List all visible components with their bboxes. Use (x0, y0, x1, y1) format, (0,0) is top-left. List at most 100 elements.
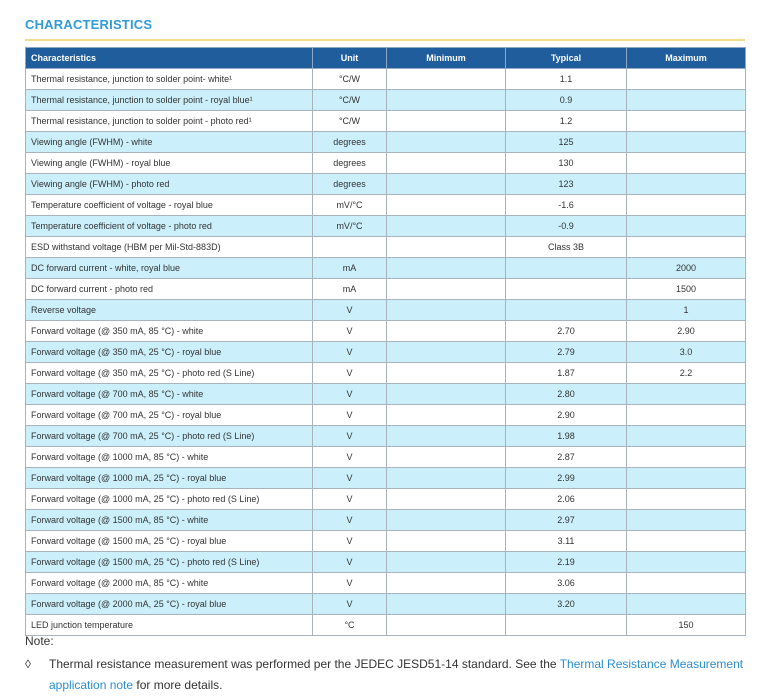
table-cell: DC forward current - white, royal blue (25, 257, 313, 279)
table-cell: V (312, 572, 387, 594)
table-row: Forward voltage (@ 700 mA, 25 °C) - roya… (25, 404, 746, 426)
table-cell: 3.0 (626, 341, 746, 363)
table-cell (386, 194, 506, 216)
table-cell (386, 152, 506, 174)
table-cell: 1.1 (505, 68, 627, 90)
note-body: Thermal resistance measurement was perfo… (49, 654, 750, 696)
table-row: Forward voltage (@ 1500 mA, 25 °C) - pho… (25, 551, 746, 573)
table-cell (626, 215, 746, 237)
table-cell (386, 257, 506, 279)
table-cell: DC forward current - photo red (25, 278, 313, 300)
table-row: Forward voltage (@ 700 mA, 85 °C) - whit… (25, 383, 746, 405)
table-cell (626, 89, 746, 111)
table-row: Forward voltage (@ 1000 mA, 25 °C) - pho… (25, 488, 746, 510)
table-cell (505, 278, 627, 300)
table-cell: mV/°C (312, 194, 387, 216)
table-cell (626, 152, 746, 174)
table-cell: Thermal resistance, junction to solder p… (25, 110, 313, 132)
table-cell (386, 131, 506, 153)
table-cell: V (312, 383, 387, 405)
table-cell: degrees (312, 152, 387, 174)
table-cell: V (312, 425, 387, 447)
table-cell: 1.98 (505, 425, 627, 447)
table-cell: Reverse voltage (25, 299, 313, 321)
table-cell (386, 320, 506, 342)
table-row: Forward voltage (@ 1500 mA, 25 °C) - roy… (25, 530, 746, 552)
table-row: Thermal resistance, junction to solder p… (25, 68, 746, 90)
table-cell (626, 446, 746, 468)
table-cell: V (312, 341, 387, 363)
table-cell: 1 (626, 299, 746, 321)
table-cell (386, 572, 506, 594)
table-row: LED junction temperature °C 150 (25, 614, 746, 636)
table-row: Reverse voltage V 1 (25, 299, 746, 321)
column-header: Maximum (626, 47, 746, 69)
table-cell: 130 (505, 152, 627, 174)
characteristics-table: Characteristics Unit Minimum Typical Maximum… (25, 47, 746, 636)
table-cell: 2.70 (505, 320, 627, 342)
note-marker: ◊ (25, 657, 31, 671)
table-cell: V (312, 320, 387, 342)
table-row: DC forward current - white, royal blue mA… (25, 257, 746, 279)
table-row: Forward voltage (@ 350 mA, 25 °C) - phot… (25, 362, 746, 384)
note-link[interactable]: Thermal Resistance Measurement applicati… (49, 657, 744, 692)
table-row: Temperature coefficient of voltage - roy… (25, 194, 746, 216)
table-cell: V (312, 488, 387, 510)
table-cell: Thermal resistance, junction to solder p… (25, 89, 313, 111)
table-cell: 2.2 (626, 362, 746, 384)
table-row: Forward voltage (@ 2000 mA, 25 °C) - roy… (25, 593, 746, 615)
table-cell (386, 173, 506, 195)
table-cell: 2.06 (505, 488, 627, 510)
table-row: DC forward current - photo red mA 1500 (25, 278, 746, 300)
table-cell (626, 68, 746, 90)
table-cell: 125 (505, 131, 627, 153)
table-cell (386, 509, 506, 531)
table-cell: Forward voltage (@ 2000 mA, 25 °C) - roy… (25, 593, 313, 615)
table-cell: Forward voltage (@ 1000 mA, 85 °C) - whi… (25, 446, 313, 468)
note-tail: for more details. (136, 678, 223, 692)
table-cell (626, 488, 746, 510)
title-rule (25, 39, 745, 41)
table-cell (386, 278, 506, 300)
table-cell: 2.99 (505, 467, 627, 489)
table-cell (312, 236, 387, 258)
table-cell (626, 551, 746, 573)
table-cell (626, 509, 746, 531)
table-cell: 0.9 (505, 89, 627, 111)
note-text: Thermal resistance measurement was perfo… (49, 657, 557, 671)
table-row: Viewing angle (FWHM) - royal blue degrees… (25, 152, 746, 174)
table-cell: Temperature coefficient of voltage - roy… (25, 194, 313, 216)
table-cell (386, 341, 506, 363)
table-cell (386, 215, 506, 237)
table-cell (626, 593, 746, 615)
table-row: Forward voltage (@ 1000 mA, 85 °C) - whi… (25, 446, 746, 468)
table-cell: 1500 (626, 278, 746, 300)
table-cell: 2.80 (505, 383, 627, 405)
table-cell: degrees (312, 173, 387, 195)
table-cell: 2.97 (505, 509, 627, 531)
table-cell: V (312, 509, 387, 531)
table-cell: Forward voltage (@ 2000 mA, 85 °C) - whi… (25, 572, 313, 594)
table-cell (386, 530, 506, 552)
table-cell (626, 467, 746, 489)
table-cell (505, 257, 627, 279)
table-cell (386, 362, 506, 384)
table-cell: Forward voltage (@ 700 mA, 25 °C) - roya… (25, 404, 313, 426)
table-cell: V (312, 593, 387, 615)
table-row: Thermal resistance, junction to solder p… (25, 89, 746, 111)
table-cell: 2.87 (505, 446, 627, 468)
table-cell: Forward voltage (@ 700 mA, 85 °C) - whit… (25, 383, 313, 405)
table-cell: Forward voltage (@ 700 mA, 25 °C) - phot… (25, 425, 313, 447)
table-cell (626, 425, 746, 447)
table-cell (626, 110, 746, 132)
table-cell (386, 488, 506, 510)
table-cell: Viewing angle (FWHM) - royal blue (25, 152, 313, 174)
table-cell (386, 614, 506, 636)
table-cell: V (312, 404, 387, 426)
header-row: Characteristics Unit Minimum Typical Maximum (25, 47, 746, 69)
table-cell: 2000 (626, 257, 746, 279)
table-cell (386, 383, 506, 405)
table-cell: mV/°C (312, 215, 387, 237)
table-cell (386, 425, 506, 447)
table-cell (626, 404, 746, 426)
